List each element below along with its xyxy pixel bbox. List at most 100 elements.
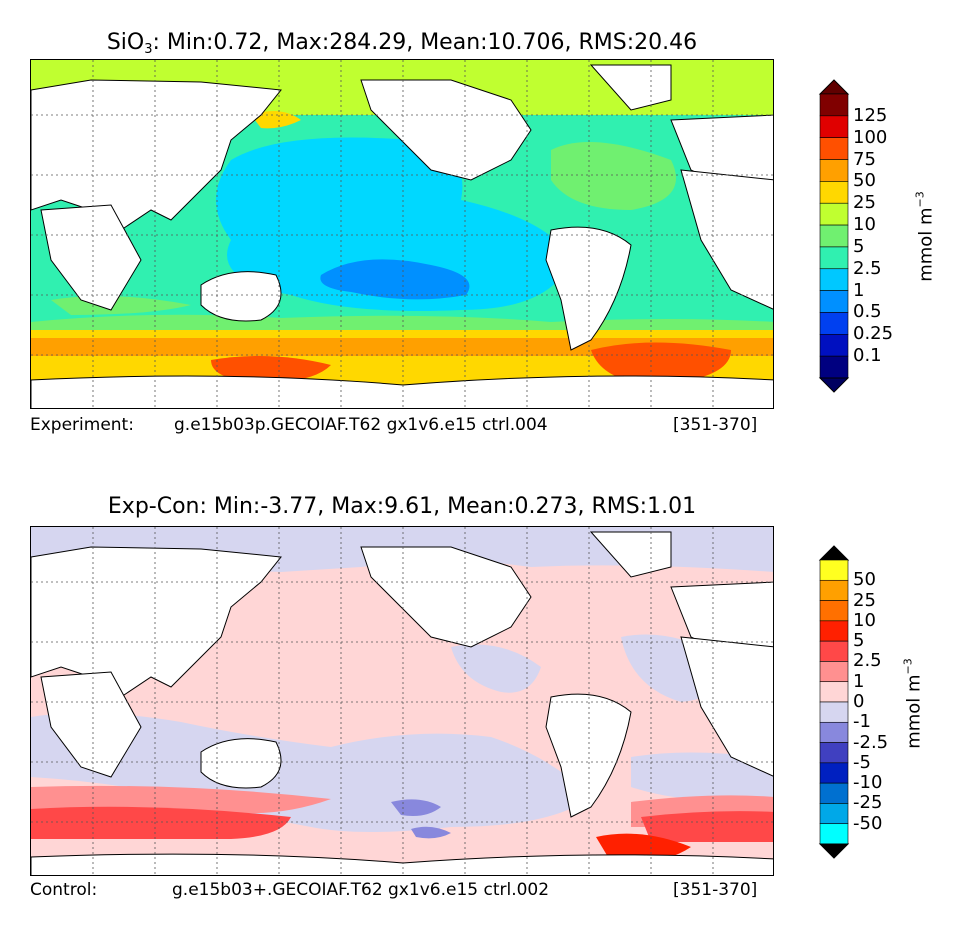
africa-east-land	[680, 169, 773, 310]
colorbar-tick-label: 50	[853, 569, 876, 591]
top-caption-years: [351-370]	[673, 415, 758, 435]
colorbar-tick-label: 50	[853, 170, 876, 192]
colorbar-tick-label: 0.25	[853, 323, 894, 345]
antarctica-land	[31, 853, 773, 875]
south-america-land	[545, 226, 632, 351]
colorbar-tick-label: -1	[853, 711, 871, 733]
colorbar-tick-label: 5	[853, 235, 865, 257]
eurasia-land	[31, 546, 282, 698]
africa-east-land	[680, 636, 773, 777]
top-colorbar-unit: mmol m−3	[913, 191, 937, 282]
colorbar-tick-label: -2.5	[853, 731, 889, 753]
colorbar-tick-label: 2.5	[853, 257, 882, 279]
australia-land	[200, 271, 282, 322]
colorbar-segment	[819, 334, 849, 357]
colorbar-tick-label: 75	[853, 148, 876, 170]
colorbar-tick-label: 1	[853, 279, 865, 301]
colorbar-tick-label: 10	[853, 609, 876, 631]
bottom-caption-case: g.e15b03+.GECOIAF.T62 gx1v6.e15 ctrl.002	[172, 880, 550, 900]
bottom-caption-label: Control:	[30, 880, 98, 900]
southern-pink-band	[31, 785, 331, 814]
colorbar-over-triangle	[818, 545, 850, 561]
map-grid	[31, 527, 773, 875]
colorbar-segment	[819, 742, 849, 764]
southern-minimum-2	[411, 826, 451, 839]
colorbar-under-triangle	[818, 843, 850, 859]
colorbar-segment	[819, 803, 849, 825]
colorbar-tick-label: 125	[853, 104, 888, 126]
colorbar-segment	[819, 762, 849, 784]
colorbar-segment	[819, 600, 849, 622]
south-america-land	[545, 693, 632, 818]
okhotsk-patch	[251, 111, 301, 129]
colorbar-tick-label: -5	[853, 751, 871, 773]
colorbar-segment	[819, 115, 849, 138]
southern-band-orange	[31, 338, 773, 358]
south-pacific-minimum	[320, 259, 470, 300]
africa-land	[40, 671, 142, 778]
southern-minimum-1	[391, 799, 441, 816]
colorbar-segment	[819, 640, 849, 662]
colorbar-tick-label: 1	[853, 670, 865, 692]
colorbar-over-triangle	[818, 79, 850, 95]
colorbar-segment	[819, 579, 849, 601]
colorbar-tick-label: 25	[853, 589, 876, 611]
colorbar-segment	[819, 620, 849, 642]
southern-red-band	[31, 806, 291, 839]
colorbar-tick-label: 10	[853, 214, 876, 236]
colorbar-tick-label: 0.5	[853, 301, 882, 323]
colorbar-segment	[819, 701, 849, 723]
colorbar-tick-label: 25	[853, 192, 876, 214]
antarctica-land	[31, 375, 773, 408]
weddell-patch	[591, 342, 731, 385]
colorbar-segment	[819, 159, 849, 182]
colorbar-tick-label: -50	[853, 812, 883, 834]
north-atlantic-green	[551, 142, 676, 210]
colorbar-segment	[819, 93, 849, 117]
colorbar-tick-label: 0	[853, 691, 865, 712]
north-america-land	[360, 79, 532, 181]
colorbar-segment	[819, 202, 849, 226]
colorbar-segment	[819, 823, 849, 845]
top-colorbar	[818, 79, 850, 393]
colorbar-segment	[819, 246, 849, 270]
pacific-gyre	[216, 137, 571, 311]
southern-blue	[31, 713, 591, 832]
africa-land	[40, 204, 142, 311]
bottom-map-title: Exp-Con: Min:-3.77, Max:9.61, Mean:0.273…	[107, 494, 697, 519]
colorbar-segment	[819, 290, 849, 313]
map-grid	[31, 60, 773, 408]
eurasia-land	[31, 79, 282, 231]
colorbar-tick-label: 100	[853, 126, 888, 148]
colorbar-segment	[819, 268, 849, 291]
colorbar-segment	[819, 355, 849, 379]
colorbar-segment	[819, 721, 849, 743]
east-pacific-blue	[451, 644, 541, 693]
bottom-colorbar	[818, 545, 850, 859]
top-map	[30, 59, 774, 409]
bottom-colorbar-unit: mmol m−3	[901, 658, 925, 749]
colorbar-tick-label: 5	[853, 630, 865, 652]
australia-land	[200, 738, 282, 789]
bottom-caption-years: [351-370]	[673, 880, 758, 900]
top-caption-case: g.e15b03p.GECOIAF.T62 gx1v6.e15 ctrl.004	[174, 415, 548, 435]
north-america-land	[360, 546, 532, 648]
colorbar-segment	[819, 661, 849, 683]
colorbar-tick-label: -10	[853, 772, 883, 794]
ross-patch	[211, 356, 331, 383]
top-map-title: SiO3: Min:0.72, Max:284.29, Mean:10.706,…	[106, 30, 698, 57]
top-caption-label: Experiment:	[30, 415, 134, 435]
atlantic-red-band	[641, 811, 773, 842]
colorbar-segment	[819, 681, 849, 703]
colorbar-tick-label: 0.1	[853, 345, 882, 367]
bottom-map	[30, 526, 774, 876]
colorbar-segment	[819, 559, 849, 581]
colorbar-tick-label: -25	[853, 792, 883, 814]
colorbar-segment	[819, 782, 849, 804]
colorbar-segment	[819, 224, 849, 248]
colorbar-under-triangle	[818, 377, 850, 393]
colorbar-segment	[819, 312, 849, 335]
colorbar-segment	[819, 181, 849, 204]
south-atlantic-blue	[631, 752, 773, 801]
colorbar-segment	[819, 137, 849, 160]
